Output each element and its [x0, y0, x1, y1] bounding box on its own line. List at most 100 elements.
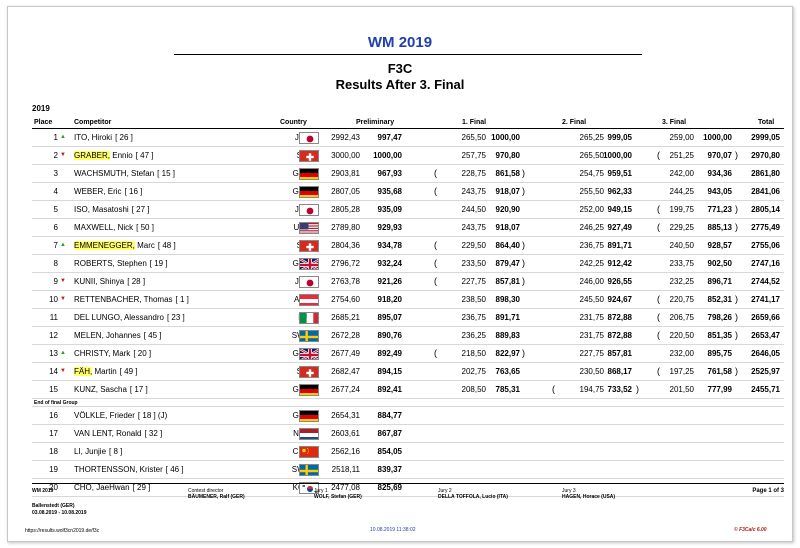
- preliminary-normalized: 892,49: [377, 349, 402, 358]
- competitor-cell: VÖLKLE, Frieder[ 18 ] (J): [74, 411, 167, 420]
- competitor-number: [ 8 ]: [109, 447, 123, 456]
- competitor-name: GRABER,: [74, 151, 111, 160]
- discard-open-paren: (: [434, 186, 437, 196]
- competitor-name: MELEN, Johannes: [74, 331, 141, 340]
- preliminary-normalized: 918,20: [377, 295, 402, 304]
- sui-flag: [299, 366, 319, 378]
- competitor-name: ROBERTS, Stephen: [74, 259, 147, 268]
- final1-raw: 265,50: [461, 133, 486, 142]
- competitor-number: [ 48 ]: [157, 241, 176, 250]
- place-cell: 16: [49, 411, 58, 420]
- preliminary-normalized: 892,41: [377, 385, 402, 394]
- final2-raw: 231,75: [579, 313, 604, 322]
- final2-normalized: 924,67: [607, 295, 632, 304]
- col-final2: 2. Final: [562, 119, 587, 126]
- preliminary-raw: 2518,11: [331, 465, 360, 474]
- table-row: 13▲CHRISTY, Mark[ 20 ]GBR2677,49892,49()…: [32, 345, 784, 363]
- competitor-name: VAN LENT, Ronald: [74, 429, 142, 438]
- final1-normalized: 864,40: [495, 241, 520, 250]
- place-cell: 12: [49, 331, 58, 340]
- footer-url[interactable]: https://results.wolf3cn2019.de/f3c: [25, 528, 100, 534]
- final1-raw: 227,75: [461, 277, 486, 286]
- preliminary-raw: 2677,24: [331, 385, 360, 394]
- footer-j3-name: HAGEN, Horace (USA): [562, 494, 616, 500]
- final1-normalized: 918,07: [495, 223, 520, 232]
- final2-normalized: 733,52: [607, 385, 632, 394]
- place-cell: 3: [53, 169, 58, 178]
- preliminary-normalized: 929,93: [377, 223, 402, 232]
- place-cell: 1: [53, 133, 58, 142]
- trend-down-icon: ▼: [60, 278, 66, 284]
- final2-raw: 194,75: [579, 385, 604, 394]
- discard-open-paren: (: [434, 168, 437, 178]
- jpn-flag: [299, 276, 319, 288]
- preliminary-raw: 2992,43: [331, 133, 360, 142]
- preliminary-raw: 2654,31: [331, 411, 360, 420]
- final2-raw: 265,25: [579, 133, 604, 142]
- place-cell: 9: [53, 277, 58, 286]
- place-cell: 17: [49, 429, 58, 438]
- final2-normalized: 872,88: [607, 313, 632, 322]
- footer-cd-name: BÄUMENER, Ralf (GER): [188, 494, 245, 500]
- competitor-name: RETTENBACHER, Thomas: [74, 295, 173, 304]
- competitor-cell: FÄH, Martin[ 49 ]: [74, 367, 137, 376]
- footer-dates: 03.08.2019 - 10.08.2019: [32, 510, 87, 516]
- jpn-flag: [299, 204, 319, 216]
- final3-normalized: 970,07: [707, 151, 732, 160]
- preliminary-normalized: 997,47: [377, 133, 402, 142]
- table-row: 7▲EMMENEGGER, Marc[ 48 ]SUI2804,36934,78…: [32, 237, 784, 255]
- competitor-number: [ 26 ]: [115, 133, 133, 142]
- table-row: 9▼KUNII, Shinya[ 28 ]JPN2763,78921,26()2…: [32, 273, 784, 291]
- competitor-name: KUNZ, Sascha: [74, 385, 127, 394]
- final2-raw: 246,25: [579, 223, 604, 232]
- preliminary-normalized: 867,87: [377, 429, 402, 438]
- final1-normalized: 918,07: [495, 187, 520, 196]
- final2-normalized: 962,33: [607, 187, 632, 196]
- preliminary-normalized: 934,78: [377, 241, 402, 250]
- preliminary-raw: 2682,47: [331, 367, 360, 376]
- year-label: 2019: [32, 104, 50, 113]
- final3-raw: 220,50: [669, 331, 694, 340]
- results-table: 1▲ITO, Hiroki[ 26 ]JPN2992,43997,47265,5…: [32, 129, 784, 497]
- preliminary-normalized: 1000,00: [373, 151, 402, 160]
- footer-j2-label: Jury 2: [438, 488, 452, 494]
- final2-normalized: 926,55: [607, 277, 632, 286]
- class-title: F3C: [387, 61, 413, 76]
- final3-raw: 206,75: [669, 313, 694, 322]
- final1-raw: 238,50: [461, 295, 486, 304]
- competitor-name: LI, Junjie: [74, 447, 107, 456]
- col-final1: 1. Final: [462, 119, 487, 126]
- final1-normalized: 763,65: [495, 367, 520, 376]
- final1-raw: 243,75: [461, 223, 486, 232]
- preliminary-raw: 2754,60: [331, 295, 360, 304]
- final3-raw: 242,00: [669, 169, 694, 178]
- final3-normalized: 928,57: [707, 241, 732, 250]
- final3-normalized: 771,23: [707, 205, 732, 214]
- discard-close-paren: ): [636, 384, 639, 394]
- place-cell: 20: [49, 483, 58, 492]
- preliminary-normalized: 854,05: [377, 447, 402, 456]
- ger-flag: [299, 186, 319, 198]
- final3-normalized: 851,35: [707, 331, 732, 340]
- discard-open-paren: (: [657, 222, 660, 232]
- total-cell: 2970,80: [751, 151, 780, 160]
- total-cell: 2525,97: [751, 367, 780, 376]
- competitor-name: ISO, Masatoshi: [74, 205, 129, 214]
- discard-close-paren: ): [735, 204, 738, 214]
- col-competitor: Competitor: [74, 119, 112, 126]
- chn-flag: [299, 446, 319, 458]
- competitor-cell: KUNII, Shinya[ 28 ]: [74, 277, 145, 286]
- final2-normalized: 949,15: [607, 205, 632, 214]
- final2-raw: 265,50: [579, 151, 604, 160]
- final3-raw: 220,75: [669, 295, 694, 304]
- competitor-name: DEL LUNGO, Alessandro: [74, 313, 164, 322]
- sui-flag: [299, 240, 319, 252]
- preliminary-normalized: 839,37: [377, 465, 402, 474]
- final1-raw: 208,50: [461, 385, 486, 394]
- trend-up-icon: ▲: [60, 134, 66, 140]
- final3-raw: 251,25: [669, 151, 694, 160]
- col-total: Total: [758, 119, 775, 126]
